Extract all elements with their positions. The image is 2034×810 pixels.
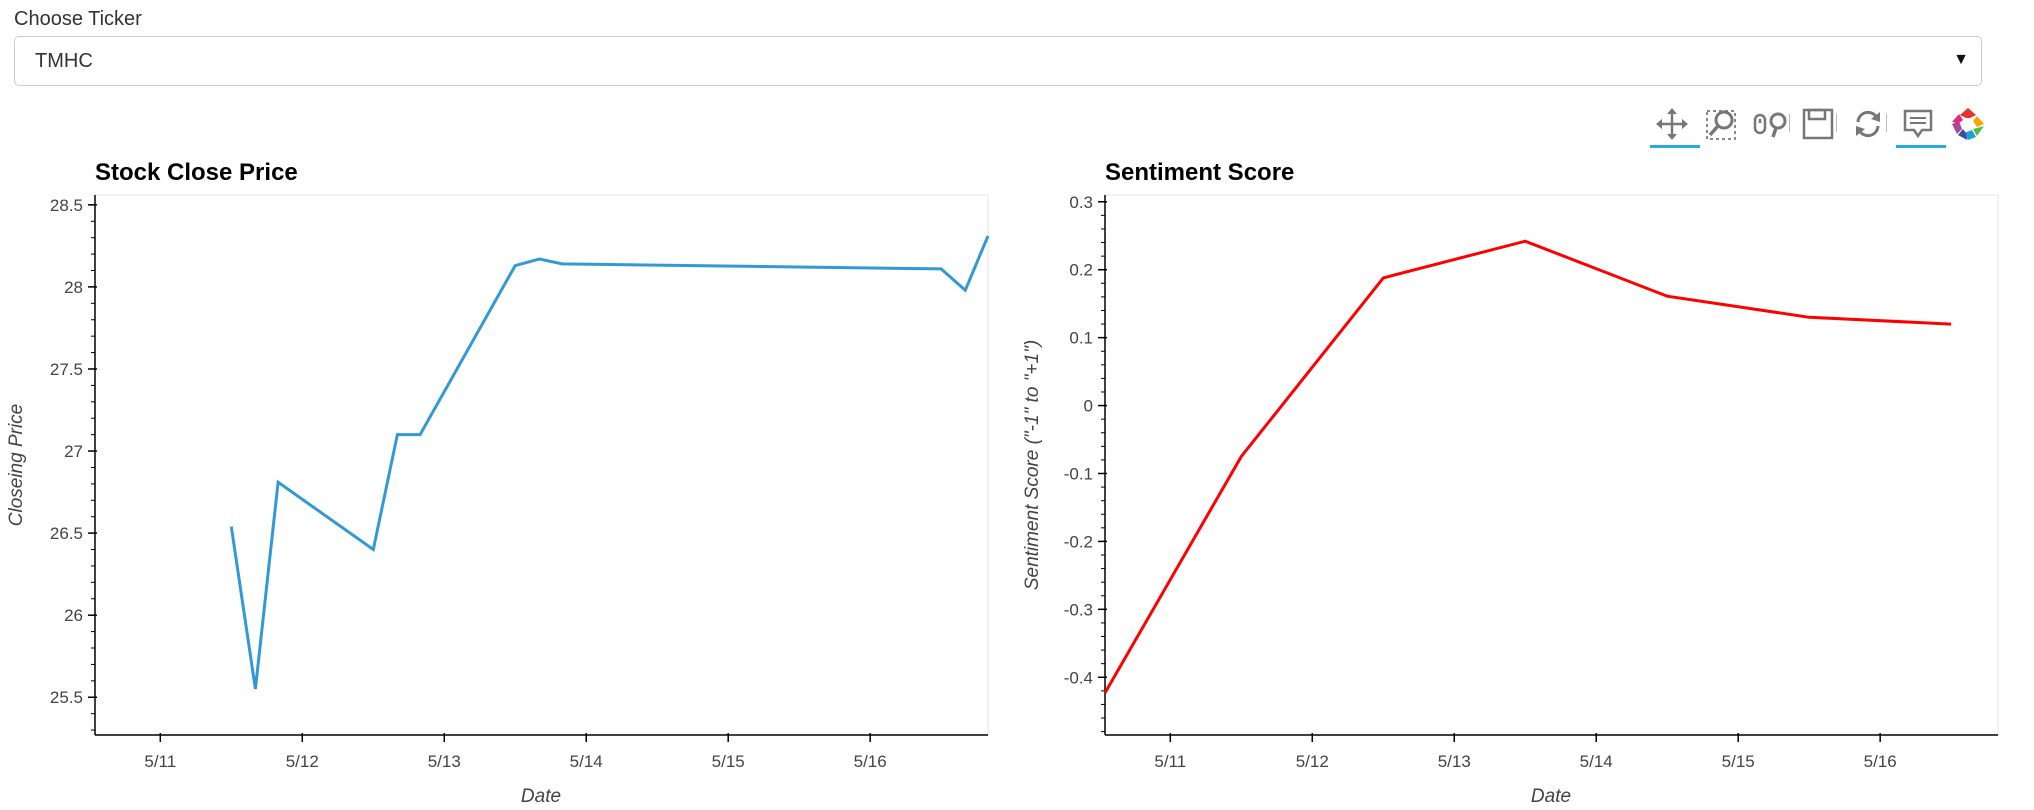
x-tick-label: 5/15: [712, 752, 745, 771]
chart-title: Sentiment Score: [1105, 159, 1294, 186]
bokeh-logo-icon[interactable]: [1946, 102, 1990, 146]
x-axis: 5/11 5/12 5/13 5/14 5/15 5/16: [1105, 733, 1998, 771]
pan-tool-active-indicator: [1650, 145, 1700, 148]
y-tick-label: 25.5: [50, 688, 83, 707]
x-tick-label: 5/12: [1296, 752, 1329, 771]
y-tick-label: 28.5: [50, 196, 83, 215]
x-tick-label: 5/16: [1864, 752, 1897, 771]
ticker-select[interactable]: TMHC ▼: [14, 36, 1982, 86]
sentiment-score-chart: Sentiment Score Date Sentiment Score ("-…: [1022, 159, 1999, 807]
x-tick-label: 5/11: [1154, 752, 1186, 771]
y-tick-label: 26.5: [50, 524, 83, 543]
x-tick-label: 5/15: [1722, 752, 1755, 771]
x-axis-title: Date: [521, 786, 561, 807]
x-tick-label: 5/13: [1438, 752, 1471, 771]
y-tick-label: -0.2: [1064, 532, 1093, 551]
ticker-label: Choose Ticker: [14, 8, 142, 30]
hover-tool-icon[interactable]: [1896, 102, 1946, 148]
chart-title: Stock Close Price: [95, 159, 298, 186]
toolbar-divider: [1886, 114, 1887, 132]
y-axis: -0.4 -0.3 -0.2 -0.1 0 0.1 0.2 0.3: [1064, 193, 1107, 735]
x-tick-label: 5/14: [570, 752, 603, 771]
y-axis-title: Sentiment Score ("-1" to "+1"): [1022, 340, 1043, 590]
plot-toolbar: [1650, 100, 2030, 148]
y-tick-label: 0.1: [1069, 329, 1093, 348]
plot-area[interactable]: [1104, 194, 1999, 736]
ticker-select-value: TMHC: [35, 50, 93, 72]
stock-close-price-chart: Stock Close Price Date Closeing Price 25…: [6, 159, 990, 807]
reset-tool-icon[interactable]: [1846, 102, 1890, 146]
y-tick-label: 27: [64, 442, 83, 461]
x-tick-label: 5/13: [428, 752, 461, 771]
toolbar-divider: [1836, 114, 1837, 132]
y-tick-label: 27.5: [50, 360, 83, 379]
x-tick-label: 5/12: [286, 752, 319, 771]
series: [229, 235, 990, 690]
y-axis: 25.5 26 26.5 27 27.5 28 28.5: [50, 195, 97, 735]
y-tick-label: 26: [64, 606, 83, 625]
box-zoom-tool-icon[interactable]: [1700, 102, 1744, 146]
wheel-zoom-tool-icon[interactable]: [1750, 102, 1794, 146]
x-tick-label: 5/14: [1580, 752, 1613, 771]
plot-area[interactable]: [94, 194, 989, 736]
x-axis: 5/11 5/12 5/13 5/14 5/15 5/16: [95, 733, 988, 771]
save-tool-icon[interactable]: [1796, 102, 1840, 146]
toolbar-divider: [1789, 114, 1790, 132]
x-tick-label: 5/16: [854, 752, 887, 771]
x-axis-title: Date: [1531, 786, 1571, 807]
hover-tool-active-indicator: [1896, 145, 1946, 148]
y-tick-label: 28: [64, 278, 83, 297]
y-axis-title: Closeing Price: [6, 404, 27, 527]
y-tick-label: -0.4: [1064, 668, 1093, 687]
x-tick-label: 5/11: [144, 752, 176, 771]
y-tick-label: 0.3: [1069, 193, 1093, 212]
y-tick-label: -0.3: [1064, 600, 1093, 619]
series-line[interactable]: [229, 235, 990, 690]
series-line[interactable]: [1103, 239, 1952, 694]
y-tick-label: 0.2: [1069, 261, 1093, 280]
pan-tool-icon[interactable]: [1650, 102, 1700, 148]
series: [1103, 239, 1952, 694]
y-tick-label: -0.1: [1064, 464, 1093, 483]
y-tick-label: 0: [1084, 397, 1093, 416]
chevron-down-icon[interactable]: ▼: [1953, 51, 1969, 68]
